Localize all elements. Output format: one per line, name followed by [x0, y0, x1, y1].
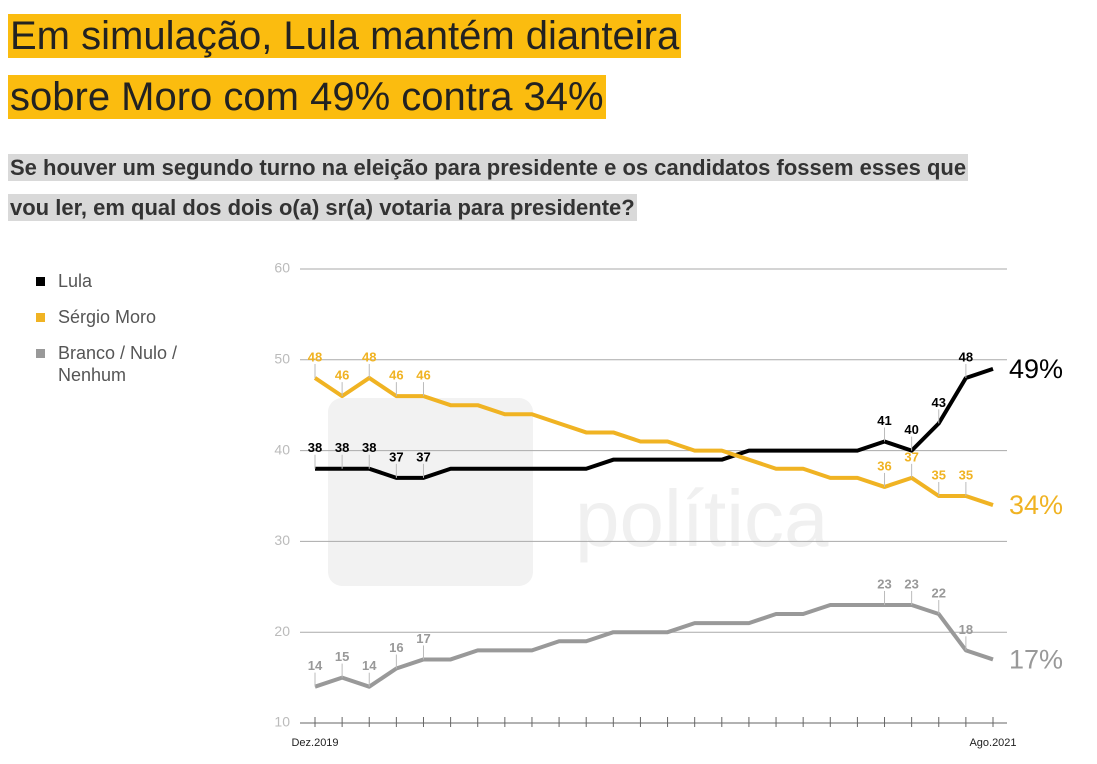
- data-label: 43: [932, 395, 946, 410]
- y-tick-label: 40: [274, 441, 290, 457]
- subtitle: Se houver um segundo turno na eleição pa…: [8, 148, 998, 228]
- y-tick-label: 60: [274, 260, 290, 276]
- legend-swatch: [36, 349, 45, 358]
- data-label: 15: [335, 649, 349, 664]
- data-label: 35: [932, 467, 946, 482]
- legend-label: Sérgio Moro: [58, 307, 157, 327]
- data-label: 37: [904, 449, 918, 464]
- data-label: 23: [877, 576, 891, 591]
- data-label: 18: [959, 622, 973, 637]
- series-line: [313, 375, 994, 507]
- data-label: 35: [959, 467, 973, 482]
- data-label: 48: [362, 349, 376, 364]
- legend: Lula Sérgio Moro Branco / Nulo / Nenhum: [36, 270, 226, 400]
- y-tick-label: 50: [274, 351, 290, 367]
- data-label: 22: [932, 585, 946, 600]
- data-label: 23: [904, 576, 918, 591]
- data-label: 36: [877, 458, 891, 473]
- end-label: 34%: [1009, 490, 1063, 520]
- legend-swatch: [36, 277, 45, 286]
- x-tick-label: Dez.2019: [291, 737, 338, 749]
- data-label: 46: [416, 368, 430, 383]
- data-label: 40: [904, 422, 918, 437]
- series-line: [315, 366, 994, 480]
- data-label: 37: [416, 449, 430, 464]
- data-label: 14: [362, 658, 377, 673]
- end-label: 49%: [1009, 354, 1063, 384]
- legend-label: Branco / Nulo / Nenhum: [58, 343, 178, 385]
- data-label: 38: [335, 440, 349, 455]
- legend-item: Branco / Nulo / Nenhum: [36, 342, 188, 386]
- y-tick-label: 20: [274, 623, 290, 639]
- data-label: 41: [877, 413, 891, 428]
- data-label: 37: [389, 449, 403, 464]
- data-label: 16: [389, 640, 403, 655]
- legend-item: Sérgio Moro: [36, 306, 188, 328]
- data-label: 38: [362, 440, 376, 455]
- legend-label: Lula: [58, 271, 93, 291]
- data-label: 46: [389, 368, 403, 383]
- data-label: 38: [308, 440, 322, 455]
- data-label: 46: [335, 368, 349, 383]
- legend-swatch: [36, 313, 45, 322]
- data-label: 17: [416, 631, 430, 646]
- series-line: [314, 602, 994, 689]
- watermark-logo: [328, 398, 533, 586]
- y-tick-label: 10: [274, 714, 290, 730]
- data-label: 14: [308, 658, 323, 673]
- end-label: 17%: [1009, 645, 1063, 675]
- data-label: 48: [959, 349, 973, 364]
- title: Em simulação, Lula mantém dianteira sobr…: [8, 6, 768, 128]
- x-tick-label: Ago.2021: [969, 737, 1016, 749]
- title-text: Em simulação, Lula mantém dianteira sobr…: [8, 14, 682, 119]
- subtitle-text: Se houver um segundo turno na eleição pa…: [8, 154, 969, 221]
- y-tick-label: 30: [274, 532, 290, 548]
- watermark-text: política: [575, 474, 829, 563]
- data-label: 48: [308, 349, 322, 364]
- legend-item: Lula: [36, 270, 188, 292]
